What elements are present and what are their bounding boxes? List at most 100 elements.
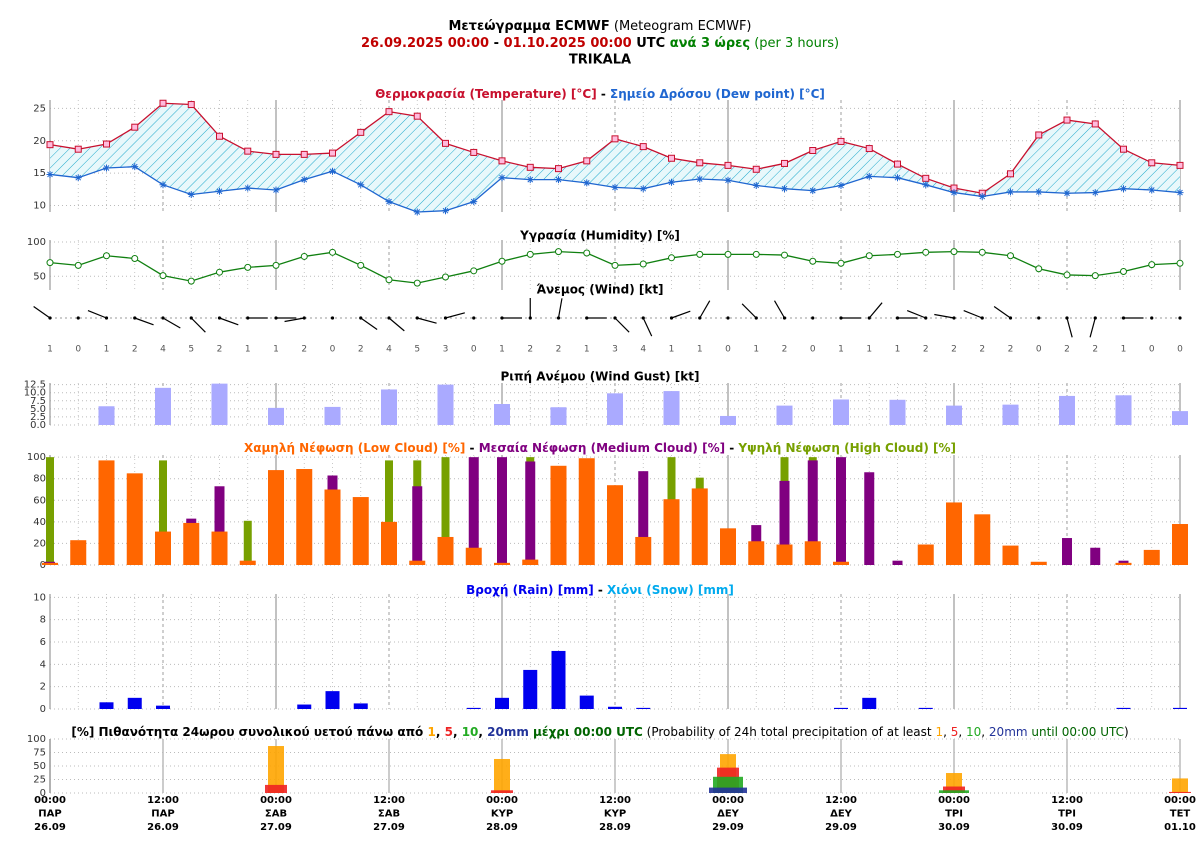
bar — [918, 707, 933, 709]
bar — [691, 488, 708, 565]
marker — [611, 261, 619, 269]
bar — [465, 547, 482, 565]
barb-dot — [443, 316, 448, 320]
barb-staff — [773, 300, 786, 319]
y-tick-label: 4 — [40, 659, 46, 670]
barb-dot — [1121, 316, 1126, 320]
title-part: , — [436, 725, 445, 739]
marker — [696, 159, 704, 167]
x-tick-label: ΠΑΡ — [38, 809, 61, 820]
bar — [324, 406, 341, 425]
bar — [265, 784, 287, 793]
panel-title: Χαμηλή Νέφωση (Low Cloud) [%] - Μεσαία Ν… — [244, 441, 956, 455]
barb-staff — [284, 317, 305, 323]
y-tick-label: 0 — [40, 560, 46, 571]
y-tick-label: 2 — [40, 682, 46, 693]
bar — [1172, 411, 1188, 425]
marker — [611, 183, 619, 191]
marker — [74, 145, 82, 153]
barb-staff — [671, 310, 691, 319]
title-line: 26.09.2025 00:00 - 01.10.2025 00:00 UTC … — [361, 36, 839, 51]
title-separator: - — [594, 583, 607, 597]
title-part: until 00:00 UTC — [1028, 725, 1124, 739]
marker — [837, 137, 845, 145]
wind-speed: 1 — [895, 345, 901, 355]
wind-speed: 0 — [75, 345, 81, 355]
y-tick-label: 25 — [33, 775, 46, 786]
y-tick-label: 10 — [33, 592, 46, 603]
marker — [442, 207, 449, 215]
marker — [46, 170, 54, 178]
wind-speed: 2 — [923, 345, 929, 355]
x-tick-label: 12:00 — [147, 795, 179, 806]
panel-title: Υγρασία (Humidity) [%] — [519, 229, 680, 243]
marker — [300, 150, 308, 158]
y-tick-label: 0 — [40, 704, 46, 715]
bar — [550, 465, 567, 565]
panel-title: Βροχή (Rain) [mm] - Χιόνι (Snow) [mm] — [466, 583, 734, 597]
barb-dot — [528, 316, 532, 320]
x-tick-label: 00:00 — [938, 795, 970, 806]
marker — [894, 174, 901, 182]
marker — [103, 140, 110, 148]
barb-dot — [698, 316, 702, 320]
wind-barb — [585, 316, 607, 320]
marker — [498, 157, 506, 165]
marker — [187, 277, 195, 285]
title-part: ) — [1124, 725, 1129, 739]
bar — [804, 541, 821, 565]
title-part: 1 — [427, 725, 435, 739]
wind-barb — [330, 316, 335, 320]
bar — [1172, 778, 1188, 793]
bar — [578, 458, 595, 565]
wind-barb — [1178, 316, 1182, 320]
bar — [579, 695, 594, 709]
marker — [894, 250, 901, 258]
wind-speed: 1 — [1121, 345, 1127, 355]
marker — [103, 252, 110, 260]
marker — [385, 108, 393, 116]
barb-dot — [613, 316, 617, 320]
wind-speed: 1 — [104, 345, 110, 355]
marker — [470, 198, 478, 206]
marker — [1176, 259, 1184, 267]
marker — [300, 176, 308, 184]
x-tick-label: 12:00 — [825, 795, 857, 806]
title-part: , — [943, 725, 951, 739]
marker — [668, 178, 675, 186]
bar — [864, 472, 875, 565]
bar — [494, 758, 510, 793]
marker — [922, 181, 930, 189]
x-tick-label: 12:00 — [373, 795, 405, 806]
marker — [159, 272, 167, 280]
y-tick-label: 40 — [33, 517, 46, 528]
marker — [74, 261, 82, 269]
wind-barb — [906, 309, 928, 320]
bar — [1002, 404, 1019, 425]
legend-entry: Χαμηλή Νέφωση (Low Cloud) [%] — [244, 441, 465, 455]
y-tick-label: 50 — [33, 761, 46, 772]
barb-dot — [726, 316, 730, 320]
marker — [809, 187, 817, 195]
barb-staff — [699, 300, 711, 319]
wind-speed: 0 — [1149, 345, 1155, 355]
bar — [494, 562, 510, 565]
y-tick-label: 60 — [33, 495, 46, 506]
wind-speed: 5 — [188, 345, 194, 355]
marker — [583, 157, 591, 165]
wind-speed: 0 — [1177, 345, 1183, 355]
marker — [696, 175, 704, 183]
barb-dot — [669, 316, 674, 320]
bar — [946, 502, 962, 565]
barb-staff — [87, 309, 107, 319]
wind-barb — [993, 306, 1013, 320]
wind-barb — [284, 316, 306, 323]
bar — [324, 489, 341, 565]
bar — [720, 528, 736, 565]
marker — [329, 149, 336, 157]
x-tick-label: 26.09 — [147, 822, 179, 833]
barb-dot — [104, 316, 109, 320]
bar — [607, 393, 623, 425]
barb-staff — [963, 309, 983, 319]
